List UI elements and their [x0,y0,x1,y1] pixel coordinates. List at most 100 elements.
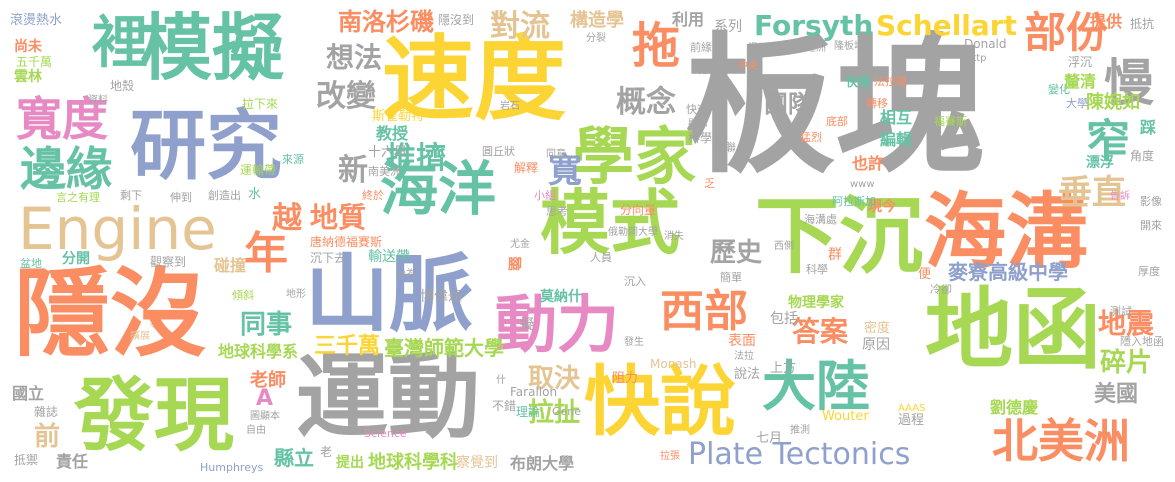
word-suipian: 碎片 [1100,348,1153,378]
word-guanlian2: 關聯 [714,141,736,154]
word-kuaishuo: 快說 [584,357,736,446]
word-yinmo: 隱沒 [14,258,206,370]
word-dqkx-xi: 地球科學系 [218,342,299,361]
word-gainian: 概念 [616,85,676,120]
word-gaosu: 告訴 [1110,191,1130,202]
word-monash: Monash [650,357,697,371]
word-bianhua: 變化 [1048,83,1070,96]
word-lao: 老 [320,445,333,459]
word-tuice: 推測 [790,425,810,436]
word-shusongdai: 輸送帶 [368,249,410,265]
word-ni: 擬 [520,317,534,333]
word-farallon: Farallon [510,385,558,399]
word-eleqiang: 俄勒岡大學 [608,227,658,238]
word-kailai: 開來 [1140,219,1162,232]
word-ziliao: 資料 [88,95,108,106]
word-chenru: 沉入 [624,275,646,288]
word-xilie: 系列 [714,19,742,35]
word-jieshi: 解釋 [514,161,539,175]
word-dixing: 地形 [286,289,306,300]
word-midu: 密度 [864,321,891,336]
word-http: http [966,53,987,64]
word-xin: 新 [338,153,368,188]
word-daan: 答案 [792,315,849,348]
word-tuxianben: 圖顯本 [250,411,280,422]
word-nanmeizhou: 南美洲 [368,165,401,178]
word-zhongyu: 終於 [362,189,384,202]
word-pengzhuang: 碰撞 [214,256,247,275]
word-daxue: 大學 [1066,97,1088,110]
word-bufen: 部份 [1024,8,1109,57]
word-shangfang: 上方 [770,361,797,376]
word-yingxiang: 影像 [1140,195,1162,208]
word-neihuada: 內華達洲 [786,43,826,54]
word-pendi: 盆地 [20,257,42,270]
word-chuangzaochu: 創造出 [208,189,241,202]
word-kuan: 寬 [548,151,582,191]
word-yanshi: 岩石 [500,101,520,112]
word-shanmai: 山脈 [305,245,474,343]
word-kexuejia: 科學家 [688,131,725,145]
word-tuandui: 團隊 [764,90,812,118]
word-xuejia: 學家 [572,120,697,193]
word-yanjiu: 研究 [130,101,282,190]
word-chenwanru: 陳婉如 [1086,92,1140,113]
word-qujue: 取決 [528,364,581,394]
word-gouzaoxue: 構造學 [570,10,624,31]
word-faxian: 發現 [74,369,234,462]
word-yuanqiu: 圓丘狀 [482,145,515,158]
word-xiaoshi: 消失 [664,231,684,242]
word-laxialai: 拉下來 [242,97,279,111]
word-guanlian: 關連 [922,45,950,61]
word-yanzhiyouli: 言之有理 [56,191,100,204]
word-cai: 踩 [1140,118,1157,137]
word-laiyuan: 來源 [282,153,304,166]
word-dikang: 抵抗 [1130,17,1155,31]
word-dibu: 底部 [826,115,848,128]
word-kexue: 科學 [806,263,828,276]
word-moshi: 模式 [540,182,680,264]
word-xiaozu: 小組 [534,189,556,202]
word-jiandan: 簡單 [720,271,742,284]
word-huadao: 滑到 [748,43,768,54]
word-engine: Engine [18,195,217,263]
word-humphreys: Humphreys [200,461,264,474]
word-nanluoshanji: 南洛杉磯 [338,8,434,36]
word-wouter: Wouter [822,409,869,424]
word-baokuo: 包括 [770,311,798,327]
word-guoli: 國立 [12,384,45,403]
word-liudeqing: 劉德慶 [990,398,1039,417]
word-bianji: 編輯 [880,130,913,149]
word-brown: 布朗大學 [510,454,575,473]
word-renyuan: 人員 [590,251,612,264]
word-fusaisi: 福賽斯 [934,115,967,128]
word-falalong: 法拉隆 [874,75,907,88]
word-shiliuri: 十六日 [368,145,408,160]
word-liqing: 釐清 [1064,72,1097,91]
word-menglie: 猛烈 [800,131,822,144]
word-kuaiman: 快慢 [846,75,871,89]
word-fenlie: 分裂 [586,33,606,44]
word-xianli: 縣立 [274,446,314,470]
word-xibu: 西部 [660,286,748,337]
word-yinmodao: 隱沒到 [438,13,475,27]
word-haigouchu: 海溝處 [804,213,837,226]
word-beimeizhou: 北美洲 [992,414,1130,468]
word-qun: 群 [828,247,842,263]
word-moni: 模擬 [140,6,285,90]
word-alasijia: 阿拉斯加 [832,195,876,208]
word-dongli: 動力 [495,288,620,361]
word-yue: 越 [272,201,302,236]
word-xianghu: 相互 [880,108,913,127]
word-fenkai: 分開 [62,251,90,267]
word-shengxia: 剩下 [120,189,142,202]
word-diyu: 抵禦 [14,453,39,467]
word-lengque: 冷卻 [930,283,952,296]
word-fala: 法拉 [734,351,754,362]
word-tangnade: 唐納德福賽斯 [310,235,383,249]
word-tichu: 提出 [336,455,364,471]
word-houdu: 厚度 [1138,265,1160,278]
word-gene: Gene [552,405,582,418]
word-qiyue: 七月 [756,431,783,446]
